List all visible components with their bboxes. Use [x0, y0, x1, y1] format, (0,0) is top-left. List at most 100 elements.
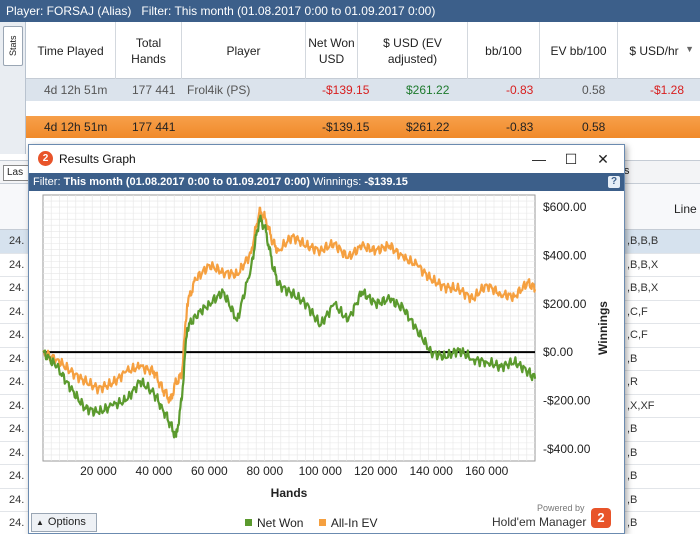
total-net-won: -$139.15: [322, 120, 370, 134]
stats-table: Time Played Total Hands Player Net Won U…: [26, 22, 700, 138]
y-tick-label: $600.00: [543, 200, 587, 214]
y-tick-label: -$200.00: [543, 394, 591, 408]
col-bb-100[interactable]: bb/100: [468, 22, 540, 79]
y-tick-label: $200.00: [543, 297, 587, 311]
maximize-button[interactable]: ☐: [564, 151, 578, 167]
chevron-up-icon: ▲: [36, 518, 44, 527]
chart-legend: Net Won All-In EV: [245, 516, 390, 530]
stats-gap: [26, 101, 700, 116]
list-item-line: ,B: [627, 352, 638, 365]
chevron-down-icon[interactable]: ▼: [685, 44, 694, 54]
filter-label: Filter: This month (01.08.2017 0:00 to 0…: [141, 4, 436, 18]
list-item-line: ,R: [627, 376, 638, 388]
series-line-all-in-ev: [42, 206, 537, 404]
list-item-date: 24.: [9, 282, 25, 294]
help-icon[interactable]: ?: [608, 176, 620, 188]
dialog-bottom-bar: ▲ Options Net Won All-In EV Powered by Ho…: [29, 503, 624, 533]
list-item-line: ,B,B,X: [627, 282, 659, 294]
minimize-button[interactable]: —: [532, 151, 546, 167]
stats-row-total: 4d 12h 51m 177 441 -$139.15 $261.22 -0.8…: [26, 116, 700, 138]
cell-usd-ev: $261.22: [406, 83, 450, 97]
legend-all-in-ev: All-In EV: [318, 516, 378, 530]
list-item-date: 24.: [9, 493, 25, 506]
y-tick-label: $0.00: [543, 345, 573, 359]
list-item-line: ,B,B,B: [627, 235, 659, 247]
list-item-line: ,B: [627, 517, 638, 529]
list-item-date: 24.: [9, 329, 25, 341]
dialog-title: Results Graph: [59, 152, 136, 166]
brand-name: Hold'em Manager: [492, 515, 587, 529]
x-tick-label: 20 000: [80, 464, 117, 478]
col-time-played[interactable]: Time Played: [26, 22, 116, 79]
list-item-date: 24.: [9, 399, 25, 412]
col-net-won[interactable]: Net Won USD: [306, 22, 358, 79]
cell-net-won: -$139.15: [322, 83, 370, 97]
toolbar-right-text: s: [624, 165, 630, 177]
stats-row-player[interactable]: 4d 12h 51m 177 441 Frol4ik (PS) -$139.15…: [26, 79, 700, 101]
total-bb-100: -0.83: [506, 120, 534, 134]
graph-filter-bar: Filter: This month (01.08.2017 0:00 to 0…: [29, 173, 624, 191]
cell-player: Frol4ik (PS): [187, 83, 251, 97]
total-usd-ev: $261.22: [406, 120, 450, 134]
graph-filter-value: This month (01.08.2017 0:00 to 01.09.201…: [63, 176, 310, 188]
legend-net-won-swatch: [245, 519, 252, 526]
cell-time-played: 4d 12h 51m: [44, 83, 108, 97]
cell-ev-bb-100: 0.58: [582, 83, 606, 97]
top-header-bar: Player: FORSAJ (Alias) Filter: This month…: [0, 0, 700, 22]
list-item-date: 24.: [9, 376, 25, 388]
hem-brand-logo-icon: 2: [591, 508, 611, 528]
legend-all-in-ev-label: All-In EV: [330, 516, 378, 530]
y-tick-label: -$400.00: [543, 442, 591, 456]
cell-usd-hr: -$1.28: [650, 83, 685, 97]
x-axis-label: Hands: [271, 486, 308, 500]
winnings-prefix: Winnings:: [313, 176, 362, 188]
total-ev-bb-100: 0.58: [582, 120, 606, 134]
x-tick-label: 140 000: [409, 464, 453, 478]
x-tick-label: 40 000: [136, 464, 173, 478]
col-player[interactable]: Player: [182, 22, 306, 79]
cell-total-hands: 177 441: [132, 83, 176, 97]
y-tick-label: $400.00: [543, 248, 587, 262]
close-button[interactable]: ✕: [597, 151, 609, 167]
results-chart-area: 20 000 40 000 60 000 80 000 100 000 120 000 14…: [29, 191, 624, 511]
stats-table-header: Time Played Total Hands Player Net Won U…: [26, 22, 700, 79]
cell-bb-100: -0.83: [506, 83, 534, 97]
list-item-date: 24.: [9, 470, 25, 482]
list-item-date: 24.: [9, 423, 25, 435]
col-ev-bb-100[interactable]: EV bb/100: [540, 22, 618, 79]
x-tick-label: 120 000: [354, 464, 398, 478]
list-item[interactable]: 24. ,B: [0, 512, 700, 534]
total-time-played: 4d 12h 51m: [44, 120, 108, 134]
list-item-line: ,B,B,X: [627, 258, 659, 271]
y-axis-label: Winnings: [596, 301, 610, 355]
list-item-line: ,B: [627, 423, 638, 435]
col-usd-hr[interactable]: $ USD/hr: [629, 43, 679, 58]
graph-filter-prefix: Filter:: [33, 176, 61, 188]
list-item-date: 24.: [9, 446, 25, 459]
hem-logo-icon: 2: [38, 151, 53, 166]
period-combo[interactable]: Las: [3, 165, 33, 181]
stats-side-panel: Stats: [0, 22, 26, 154]
powered-by-text: Powered by: [537, 503, 585, 513]
col-line[interactable]: Line: [674, 202, 697, 216]
col-usd-ev-adjusted[interactable]: $ USD (EV adjusted): [358, 22, 468, 79]
results-graph-dialog: 2 Results Graph — ☐ ✕ Filter: This month…: [28, 144, 625, 534]
list-item-line: ,C,F: [627, 329, 648, 341]
col-total-hands[interactable]: Total Hands: [116, 22, 182, 79]
winnings-value: -$139.15: [364, 176, 408, 188]
options-button[interactable]: ▲ Options: [31, 513, 97, 532]
stats-tab[interactable]: Stats: [3, 26, 23, 66]
dialog-title-bar[interactable]: 2 Results Graph — ☐ ✕: [29, 145, 624, 173]
options-label: Options: [47, 516, 86, 528]
list-item-line: ,B: [627, 470, 638, 482]
list-item-date: 24.: [9, 517, 25, 529]
x-tick-label: 80 000: [246, 464, 283, 478]
list-item-line: ,C,F: [627, 305, 648, 318]
list-item-line: ,B: [627, 446, 638, 459]
x-tick-label: 100 000: [299, 464, 343, 478]
list-item-line: ,X,XF: [627, 399, 655, 412]
list-item-date: 24.: [9, 352, 25, 365]
results-chart: 20 000 40 000 60 000 80 000 100 000 120 000 14…: [42, 194, 610, 500]
x-tick-label: 60 000: [191, 464, 228, 478]
series-line-net-won: [42, 214, 537, 439]
